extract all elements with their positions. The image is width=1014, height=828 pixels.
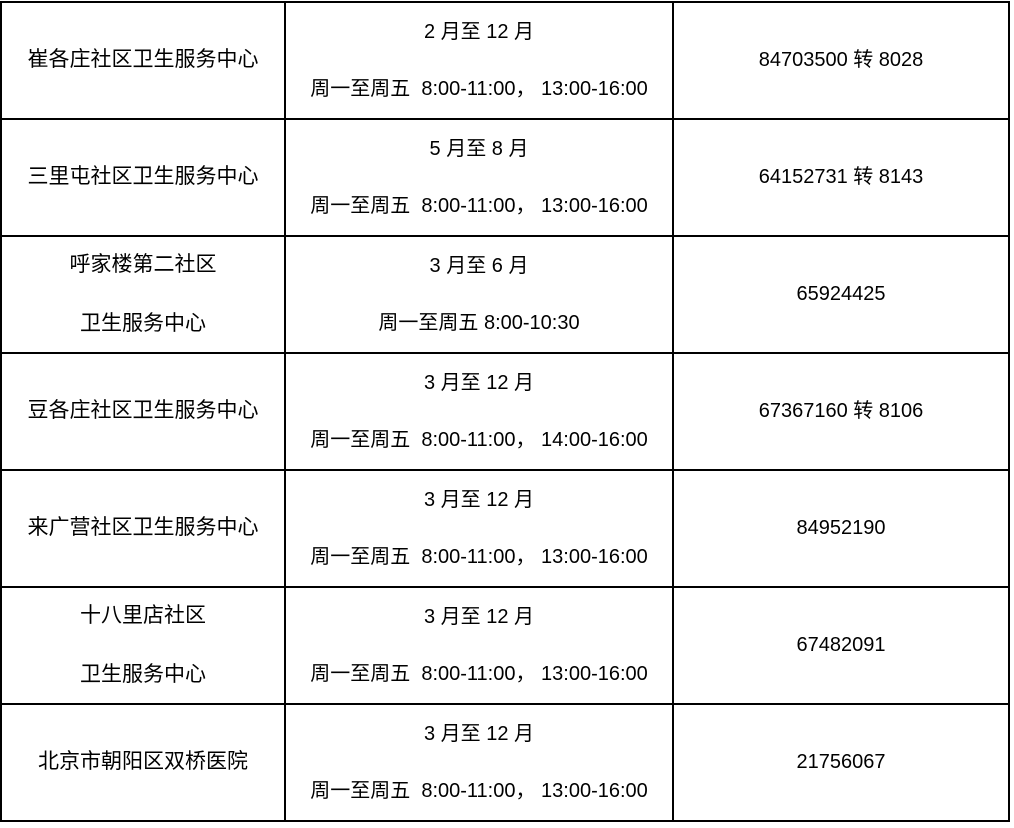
facility-name-cell: 三里屯社区卫生服务中心 (2, 120, 286, 235)
schedule-months: 3 月至 12 月 (423, 722, 535, 745)
schedule-hours: 周一至周五 8:00-11:00， 14:00-16:00 (310, 428, 648, 451)
phone-cell: 84703500 转 8028 (674, 3, 1008, 118)
schedule-cell: 2 月至 12 月 周一至周五 8:00-11:00， 13:00-16:00 (286, 3, 674, 118)
facility-name-cell: 呼家楼第二社区 卫生服务中心 (2, 237, 286, 352)
table-row: 十八里店社区 卫生服务中心 3 月至 12 月 周一至周五 8:00-11:00… (2, 588, 1008, 705)
schedule-cell: 5 月至 8 月 周一至周五 8:00-11:00， 13:00-16:00 (286, 120, 674, 235)
schedule-months: 3 月至 12 月 (423, 605, 535, 628)
schedule-cell: 3 月至 6 月 周一至周五 8:00-10:30 (286, 237, 674, 352)
facility-name-cell: 十八里店社区 卫生服务中心 (2, 588, 286, 703)
schedule-hours: 周一至周五 8:00-11:00， 13:00-16:00 (310, 662, 648, 685)
schedule-cell: 3 月至 12 月 周一至周五 8:00-11:00， 13:00-16:00 (286, 588, 674, 703)
table-row: 三里屯社区卫生服务中心 5 月至 8 月 周一至周五 8:00-11:00， 1… (2, 120, 1008, 237)
facility-name-cell: 豆各庄社区卫生服务中心 (2, 354, 286, 469)
phone-cell: 21756067 (674, 705, 1008, 820)
schedule-hours: 周一至周五 8:00-11:00， 13:00-16:00 (310, 194, 648, 217)
schedule-months: 5 月至 8 月 (429, 137, 529, 160)
facility-name-line2: 卫生服务中心 (80, 311, 206, 335)
phone-number: 21756067 (796, 751, 886, 773)
schedule-hours: 周一至周五 8:00-11:00， 13:00-16:00 (310, 545, 648, 568)
facility-name: 崔各庄社区卫生服务中心 (27, 48, 259, 72)
schedule-months: 3 月至 12 月 (423, 371, 535, 394)
schedule-hours: 周一至周五 8:00-11:00， 13:00-16:00 (310, 77, 648, 100)
schedule-hours: 周一至周五 8:00-10:30 (378, 311, 580, 334)
phone-cell: 67367160 转 8106 (674, 354, 1008, 469)
phone-number: 84952190 (796, 517, 886, 539)
phone-number: 67367160 转 8106 (758, 400, 924, 422)
phone-cell: 84952190 (674, 471, 1008, 586)
facility-name: 北京市朝阳区双桥医院 (38, 750, 248, 774)
facility-name: 呼家楼第二社区 (69, 253, 217, 277)
phone-number: 65924425 (796, 283, 886, 305)
phone-number: 64152731 转 8143 (758, 166, 924, 188)
table-row: 北京市朝阳区双桥医院 3 月至 12 月 周一至周五 8:00-11:00， 1… (2, 705, 1008, 820)
table-row: 豆各庄社区卫生服务中心 3 月至 12 月 周一至周五 8:00-11:00， … (2, 354, 1008, 471)
phone-number: 84703500 转 8028 (758, 49, 924, 71)
facility-name-cell: 崔各庄社区卫生服务中心 (2, 3, 286, 118)
schedule-months: 2 月至 12 月 (423, 20, 535, 43)
facility-name-cell: 北京市朝阳区双桥医院 (2, 705, 286, 820)
phone-number: 67482091 (796, 634, 886, 656)
schedule-months: 3 月至 12 月 (423, 488, 535, 511)
facility-name: 三里屯社区卫生服务中心 (27, 165, 259, 189)
facility-name: 来广营社区卫生服务中心 (27, 516, 259, 540)
phone-cell: 64152731 转 8143 (674, 120, 1008, 235)
schedule-hours: 周一至周五 8:00-11:00， 13:00-16:00 (310, 779, 648, 802)
table-row: 来广营社区卫生服务中心 3 月至 12 月 周一至周五 8:00-11:00， … (2, 471, 1008, 588)
phone-cell: 65924425 (674, 237, 1008, 352)
facility-name: 十八里店社区 (80, 604, 206, 628)
schedule-cell: 3 月至 12 月 周一至周五 8:00-11:00， 14:00-16:00 (286, 354, 674, 469)
facility-name-cell: 来广营社区卫生服务中心 (2, 471, 286, 586)
table-row: 崔各庄社区卫生服务中心 2 月至 12 月 周一至周五 8:00-11:00， … (2, 3, 1008, 120)
schedule-cell: 3 月至 12 月 周一至周五 8:00-11:00， 13:00-16:00 (286, 471, 674, 586)
schedule-months: 3 月至 6 月 (429, 254, 529, 277)
schedule-cell: 3 月至 12 月 周一至周五 8:00-11:00， 13:00-16:00 (286, 705, 674, 820)
facility-name: 豆各庄社区卫生服务中心 (27, 399, 259, 423)
facility-name-line2: 卫生服务中心 (80, 662, 206, 686)
phone-cell: 67482091 (674, 588, 1008, 703)
table-row: 呼家楼第二社区 卫生服务中心 3 月至 6 月 周一至周五 8:00-10:30… (2, 237, 1008, 354)
